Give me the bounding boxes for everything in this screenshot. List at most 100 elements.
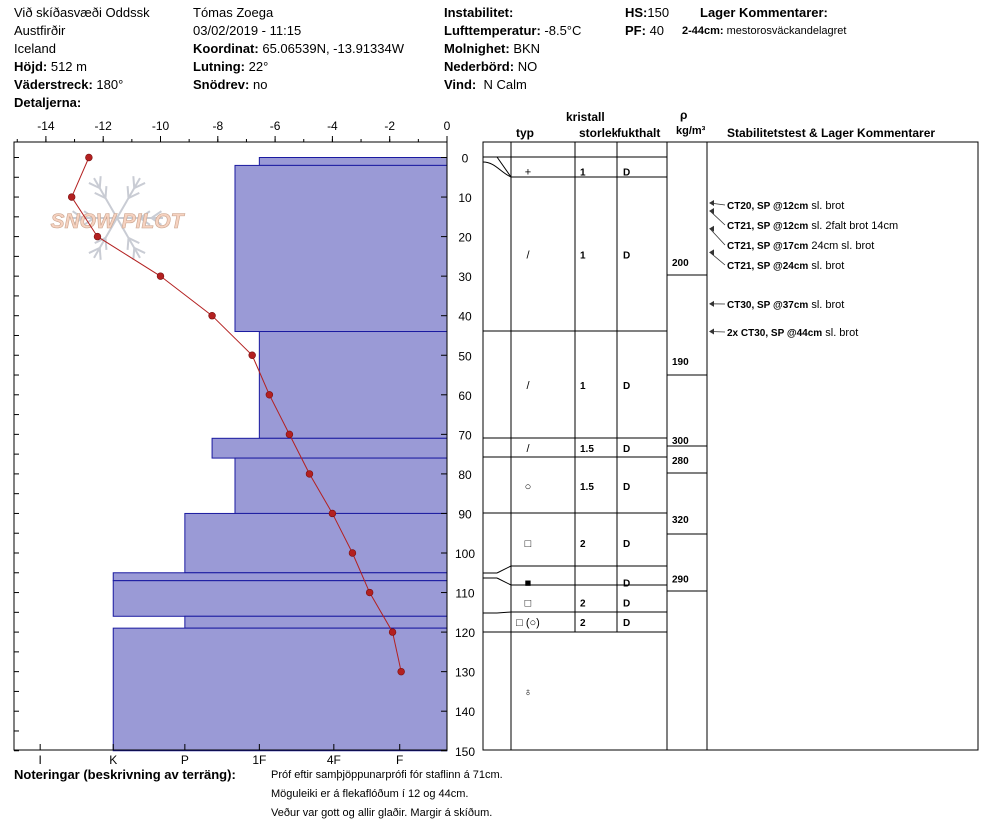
depth-tick-label: 60 xyxy=(458,389,472,403)
hardness-bar xyxy=(112,572,448,582)
temp-tick-label: -10 xyxy=(152,119,170,133)
arrow-head-icon xyxy=(709,225,714,232)
profile-frame xyxy=(13,141,448,751)
col-stability: Stabilitetstest & Lager Kommentarer xyxy=(727,126,936,140)
col-size: storlek xyxy=(579,126,617,140)
temperature-point xyxy=(93,232,102,241)
grain-size: 1 xyxy=(580,250,586,261)
slope: Lutning: 22° xyxy=(193,59,269,74)
hardness-tick-label: I xyxy=(38,753,41,767)
temperature-point xyxy=(285,430,294,439)
snowflake-branch xyxy=(150,210,162,219)
grain-size: 1.5 xyxy=(580,444,594,455)
test-arrow xyxy=(709,228,726,246)
grain-size: 1.5 xyxy=(580,482,594,493)
layer-connector xyxy=(496,577,512,586)
depth-tick-label: 0 xyxy=(462,152,469,166)
stability-test: CT21, SP @12cm sl. 2falt brot 14cm xyxy=(727,220,898,232)
hardness-bar xyxy=(184,615,448,629)
datetime: 03/02/2019 - 11:15 xyxy=(193,23,302,38)
grain-type-symbol: / xyxy=(526,443,530,455)
temperature-point xyxy=(348,549,357,557)
stability-test: CT21, SP @17cm 24cm sl. brot xyxy=(727,240,874,252)
moisture: D xyxy=(623,598,630,609)
temperature-point xyxy=(328,509,337,518)
col-moisture: fukthalt xyxy=(617,126,661,140)
watermark-text: SNOW PILOT xyxy=(51,210,186,233)
hardness-tick-label: F xyxy=(396,753,403,767)
temp-tick-label: -12 xyxy=(95,119,113,133)
hs: HS:150 xyxy=(625,5,670,20)
hardness-bar xyxy=(112,627,448,752)
stability-test: CT21, SP @24cm sl. brot xyxy=(727,260,844,272)
snowflake-branch xyxy=(150,217,162,226)
hardness-bar xyxy=(112,580,448,617)
grain-size: 1 xyxy=(580,167,586,178)
moisture: D xyxy=(623,167,630,178)
arrow-head-icon xyxy=(709,328,714,335)
density-value: 190 xyxy=(672,357,689,368)
snowflake-branch xyxy=(72,217,84,226)
location-region: Austfirðir xyxy=(14,23,66,38)
grain-size: 2 xyxy=(580,618,586,629)
snowflake-branch xyxy=(104,237,108,250)
grain-type-symbol: ♁ xyxy=(524,686,532,698)
depth-tick-label: 150 xyxy=(455,745,475,759)
grain-type-symbol: □ xyxy=(525,538,532,550)
arrow-head-icon xyxy=(709,199,714,206)
notes-line: Veður var gott og allir glaðir. Margir á… xyxy=(271,807,493,819)
grain-type-symbol: □ (○) xyxy=(516,617,540,629)
snowflake-branch xyxy=(94,191,106,199)
depth-tick-label: 110 xyxy=(455,587,474,601)
temp-tick-label: -6 xyxy=(270,119,281,133)
density-value: 300 xyxy=(672,436,689,447)
depth-tick-label: 140 xyxy=(455,705,475,719)
location-name: Við skíðasvæði Oddssk xyxy=(14,5,150,20)
density-value: 280 xyxy=(672,456,689,467)
temperature-point xyxy=(85,153,93,162)
hardness-tick-label: K xyxy=(109,753,117,767)
depth-tick-label: 10 xyxy=(458,191,472,205)
depth-tick-label: 90 xyxy=(458,507,472,521)
wind: Vind: N Calm xyxy=(444,77,527,92)
grain-type-symbol: / xyxy=(526,380,530,392)
density-value: 290 xyxy=(672,575,689,586)
snowflake-branch xyxy=(139,210,151,219)
moisture: D xyxy=(623,250,630,261)
snowflake-branch xyxy=(98,176,102,189)
depth-tick-label: 120 xyxy=(455,626,475,640)
layer-connector xyxy=(496,156,512,178)
depth-tick-label: 130 xyxy=(455,666,475,680)
snowflake-icon xyxy=(71,176,163,260)
snowflake-branch xyxy=(133,182,146,190)
precipitation: Nederbörd: NO xyxy=(444,59,538,74)
details-label: Detaljerna: xyxy=(14,95,82,110)
hardness-tick-label: 4F xyxy=(327,753,341,767)
col-rho: ρ xyxy=(680,108,688,122)
temp-tick-label: -8 xyxy=(212,119,223,133)
hardness-tick-label: 1F xyxy=(252,753,266,767)
moisture: D xyxy=(623,618,630,629)
location-country: Iceland xyxy=(14,41,56,56)
stability-test: CT30, SP @37cm sl. brot xyxy=(727,299,844,311)
arrow-head-icon xyxy=(709,207,714,214)
temperature-point xyxy=(156,272,165,280)
temperature-point xyxy=(397,667,405,676)
temp-tick-label: -14 xyxy=(37,119,55,133)
observer: Tómas Zoega xyxy=(193,5,274,20)
notes-line: Próf eftir samþjöppunarprófi fór staflin… xyxy=(271,769,503,781)
moisture: D xyxy=(623,579,630,590)
notes-label: Noteringar (beskrivning av terräng): xyxy=(14,767,236,782)
grain-type-symbol: ○ xyxy=(525,481,532,493)
moisture: D xyxy=(623,539,630,550)
snowflake-branch xyxy=(72,210,84,219)
snowflake-branch xyxy=(88,182,101,190)
snowflake-branch xyxy=(83,217,95,226)
coordinates: Koordinat: 65.06539N, -13.91334W xyxy=(193,41,404,56)
moisture: D xyxy=(623,381,630,392)
notes-line: Möguleiki er á flekaflóðum í 12 og 44cm. xyxy=(271,788,469,800)
air-temperature: Lufttemperatur: -8.5°C xyxy=(444,23,582,38)
snowflake-branch xyxy=(98,247,102,260)
temperature-point xyxy=(248,351,256,359)
depth-tick-label: 100 xyxy=(455,547,475,561)
